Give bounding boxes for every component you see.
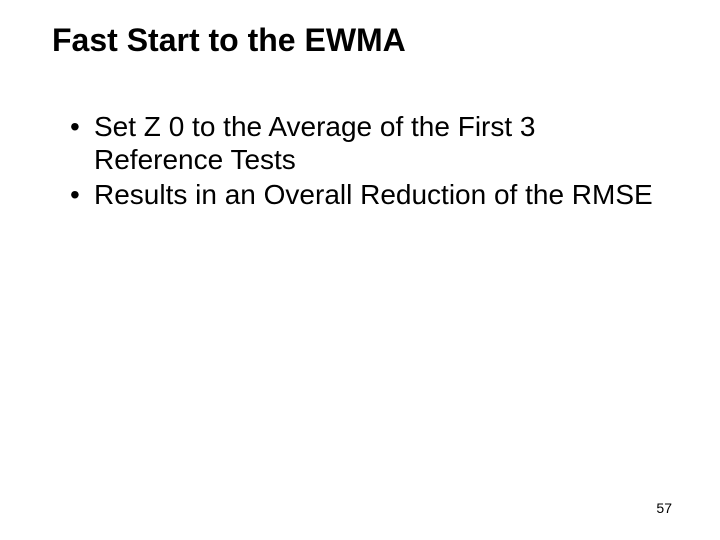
- slide: Fast Start to the EWMA • Set Z 0 to the …: [0, 0, 720, 540]
- list-item: • Set Z 0 to the Average of the First 3 …: [70, 110, 660, 176]
- list-item: • Results in an Overall Reduction of the…: [70, 178, 660, 211]
- bullet-dot-icon: •: [70, 110, 94, 143]
- page-number: 57: [656, 500, 672, 516]
- bullet-text: Results in an Overall Reduction of the R…: [94, 178, 660, 211]
- slide-title: Fast Start to the EWMA: [52, 22, 406, 59]
- slide-body: • Set Z 0 to the Average of the First 3 …: [70, 110, 660, 213]
- bullet-dot-icon: •: [70, 178, 94, 211]
- bullet-text: Set Z 0 to the Average of the First 3 Re…: [94, 110, 660, 176]
